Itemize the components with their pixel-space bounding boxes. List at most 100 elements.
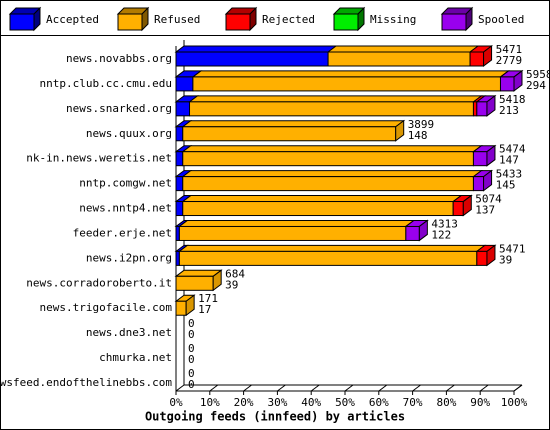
x-tick-label: 10% [200, 396, 220, 409]
accepted-label: 137 [475, 204, 495, 217]
category-label: nntp.comgw.net [79, 177, 172, 190]
bar [327, 51, 471, 67]
accepted-label: 148 [408, 129, 428, 142]
offered-label: 5474 [499, 143, 526, 156]
x-tick-label: 0% [169, 396, 183, 409]
category-label: feeder.erje.net [73, 226, 172, 239]
accepted-label: 39 [499, 253, 512, 266]
category-label: news.trigofacile.com [40, 301, 173, 314]
bar-side [513, 69, 523, 92]
bar [452, 201, 464, 217]
bar [405, 225, 420, 241]
bar-side [462, 194, 472, 217]
accepted-label: 0 [188, 328, 195, 341]
bar [175, 176, 184, 192]
x-tick [310, 384, 320, 392]
bar [472, 101, 478, 117]
x-tick-label: 40% [301, 396, 321, 409]
accepted-label: 0 [188, 353, 195, 366]
bar-top [174, 45, 338, 53]
bar [182, 176, 474, 192]
bar [175, 275, 214, 291]
offered-label: 5958 [526, 68, 550, 81]
x-tick [446, 384, 455, 392]
category-label: news.dne3.net [86, 326, 172, 339]
x-tick [175, 384, 185, 392]
x-tick [243, 384, 252, 392]
category-label: chmurka.net [99, 351, 172, 364]
bar [499, 76, 515, 92]
bar [178, 225, 407, 241]
x-tick-label: 50% [335, 396, 355, 409]
bar [175, 76, 194, 92]
offered-label: 3899 [408, 118, 435, 131]
offered-label: 5418 [499, 93, 525, 106]
accepted-label: 213 [499, 104, 519, 117]
bar [182, 126, 397, 142]
bar-top [181, 145, 483, 153]
bar [175, 201, 184, 217]
x-tick [479, 384, 489, 392]
x-tick [513, 384, 523, 392]
x-tick-label: 20% [234, 396, 254, 409]
bar [178, 250, 478, 266]
x-tick-label: 70% [403, 396, 423, 409]
bar-top [181, 195, 463, 203]
bar [175, 101, 191, 117]
bar-top [191, 70, 510, 78]
legend-label: Accepted [46, 13, 99, 26]
x-tick-label: 80% [436, 396, 456, 409]
bar-side [418, 219, 428, 242]
x-tick [277, 384, 286, 392]
bar [469, 51, 485, 67]
bar [472, 176, 485, 192]
bar-side [483, 169, 493, 192]
bar [175, 250, 180, 266]
offered-label: 171 [198, 292, 218, 305]
bar-top [181, 170, 483, 178]
bar-top [177, 244, 487, 252]
legend-swatch [117, 13, 143, 31]
accepted-label: 0 [188, 378, 195, 391]
bar [182, 151, 474, 167]
x-tick-label: 30% [267, 396, 287, 409]
chart-title: Outgoing feeds (innfeed) by articles [145, 410, 405, 424]
bar-side [483, 45, 493, 67]
x-tick-label: 90% [470, 396, 490, 409]
offered-label: 5074 [475, 193, 502, 206]
accepted-label: 145 [496, 179, 516, 192]
bar-side [212, 269, 222, 292]
bar-top [177, 219, 416, 227]
category-label: news.corradoroberto.it [26, 276, 172, 289]
offered-label: 684 [225, 267, 245, 280]
bar [476, 101, 488, 117]
offered-label: 0 [188, 317, 195, 330]
bar [182, 201, 454, 217]
offered-label: 0 [188, 367, 195, 380]
legend-label: Missing [370, 13, 416, 26]
accepted-label: 122 [431, 228, 451, 241]
bar [472, 151, 488, 167]
legend-swatch [441, 13, 467, 31]
category-label: news.quux.org [86, 127, 172, 140]
legend-swatch [9, 13, 35, 31]
bar [175, 126, 184, 142]
bar [476, 250, 488, 266]
bar-top [181, 120, 406, 128]
accepted-label: 294 [526, 79, 546, 92]
accepted-label: 39 [225, 278, 238, 291]
bar-side [486, 94, 496, 117]
bar-top [188, 95, 483, 103]
legend-label: Refused [154, 13, 200, 26]
x-tick [412, 384, 421, 392]
bar [175, 151, 184, 167]
bar [192, 76, 501, 92]
legend-swatch [333, 13, 359, 31]
bar-side [486, 244, 496, 267]
category-label: news.snarked.org [66, 102, 172, 115]
x-tick-label: 100% [501, 396, 528, 409]
offered-label: 5433 [496, 168, 522, 181]
offered-label: 5471 [496, 43, 522, 56]
bar-side [185, 294, 195, 317]
